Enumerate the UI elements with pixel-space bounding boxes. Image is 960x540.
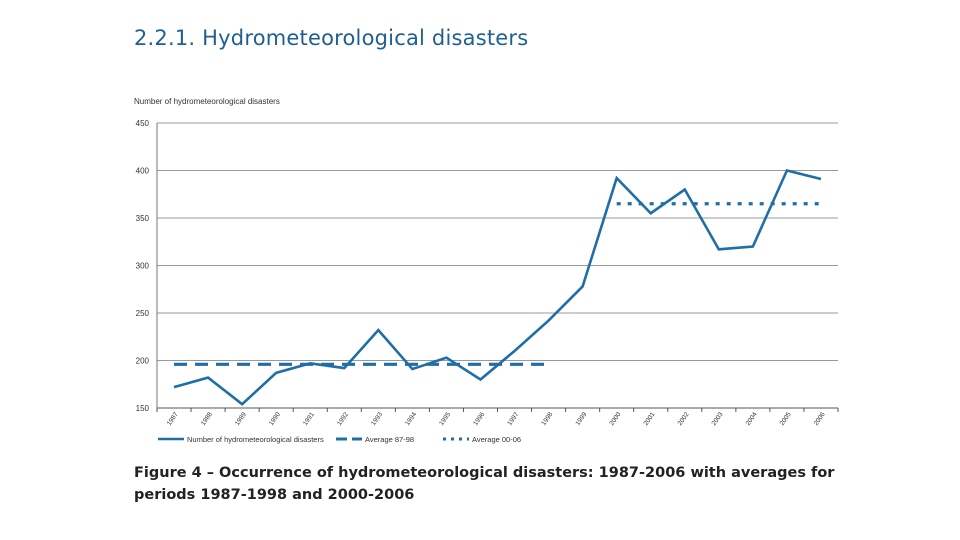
- x-tick-label: 1999: [574, 411, 588, 427]
- y-tick-label: 200: [136, 357, 150, 366]
- x-tick-label: 2005: [779, 411, 793, 427]
- x-tick-label: 1989: [234, 411, 248, 427]
- y-tick-label: 400: [136, 167, 150, 176]
- y-tick-label: 250: [136, 309, 150, 318]
- x-tick-label: 1987: [166, 411, 180, 427]
- x-tick-label: 2003: [711, 411, 725, 427]
- x-tick-label: 2002: [677, 411, 691, 427]
- gridlines: [156, 122, 838, 409]
- x-tick-label: 1988: [200, 411, 214, 427]
- x-tick-label: 2001: [642, 411, 656, 427]
- x-tick-label: 1998: [540, 411, 554, 427]
- line-chart: Number of hydrometeorological disasters …: [134, 97, 839, 444]
- legend-label: Average 87-98: [365, 435, 414, 444]
- x-tick-label: 1990: [268, 411, 282, 427]
- y-axis-label: Number of hydrometeorological disasters: [134, 97, 280, 106]
- x-tick-label: 1991: [302, 411, 316, 427]
- x-tick-label: 1992: [336, 411, 350, 427]
- legend-label: Number of hydrometeorological disasters: [187, 435, 324, 444]
- y-tick-label: 300: [136, 262, 150, 271]
- legend: Number of hydrometeorological disasters A…: [158, 435, 521, 444]
- x-tick-label: 2006: [813, 411, 827, 427]
- y-tick-label: 450: [136, 119, 150, 128]
- x-tick-label: 1994: [404, 411, 418, 427]
- section-title: 2.2.1. Hydrometeorological disasters: [134, 26, 529, 50]
- x-tick-label: 1996: [472, 411, 486, 427]
- x-tick-label: 1997: [506, 411, 520, 427]
- x-tick-label: 1995: [438, 411, 452, 427]
- y-tick-labels: 150 200 250 300 350 400 450: [136, 119, 150, 413]
- series-layer: [173, 168, 822, 406]
- figure-caption: Figure 4 – Occurrence of hydrometeorolog…: [134, 465, 835, 503]
- x-tick-label: 2000: [608, 411, 622, 427]
- x-tick-label: 1993: [370, 411, 384, 427]
- series-line-disasters: [173, 168, 822, 406]
- x-tick-label: 2004: [745, 411, 759, 427]
- y-tick-label: 350: [136, 214, 150, 223]
- y-tick-label: 150: [136, 404, 150, 413]
- x-tick-labels: 1987 1988 1989 1990 1991 1992 1993 1994 1995 1996…: [156, 408, 839, 427]
- legend-label: Average 00-06: [472, 435, 521, 444]
